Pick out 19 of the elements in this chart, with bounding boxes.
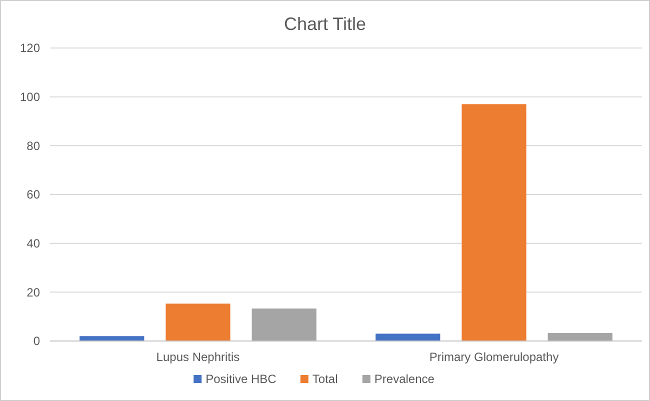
y-tick-label: 100 <box>20 90 40 104</box>
bar <box>376 334 440 341</box>
legend-label: Positive HBC <box>206 372 277 386</box>
y-tick-label: 40 <box>26 236 40 251</box>
bar <box>462 104 526 341</box>
bar <box>166 304 230 341</box>
bar <box>80 336 144 341</box>
bar <box>252 308 316 341</box>
y-tick-label: 60 <box>26 188 40 202</box>
bar <box>548 332 612 341</box>
legend-label: Total <box>312 372 338 386</box>
y-tick-label: 20 <box>26 285 40 300</box>
legend-label: Prevalence <box>374 372 435 386</box>
y-tick-label: 120 <box>20 41 40 56</box>
y-tick-label: 0 <box>33 334 40 348</box>
x-tick-label: Lupus Nephritis <box>156 350 240 364</box>
chart-title: Chart Title <box>284 14 366 34</box>
x-tick-label: Primary Glomerulopathy <box>429 350 559 364</box>
y-tick-label: 80 <box>26 138 40 153</box>
